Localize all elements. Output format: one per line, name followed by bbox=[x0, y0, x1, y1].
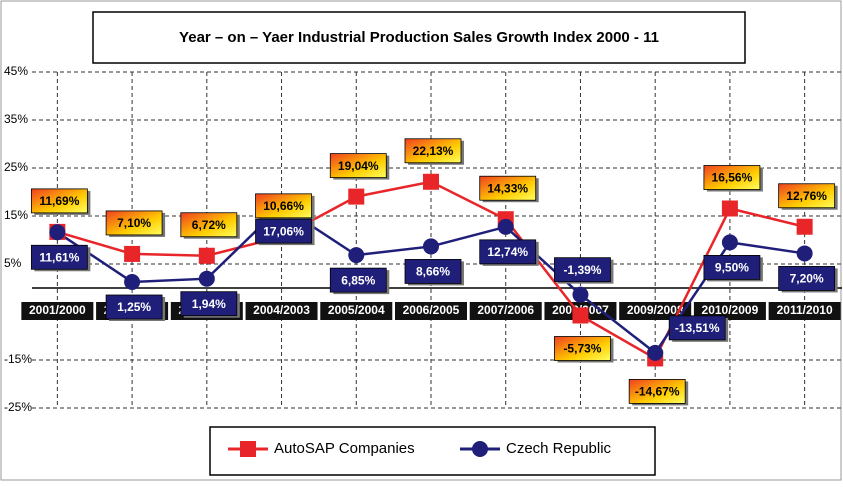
value-label: -5,73% bbox=[563, 342, 601, 356]
x-label-bg bbox=[469, 302, 542, 320]
marker bbox=[497, 218, 514, 235]
value-label: 6,85% bbox=[341, 273, 375, 287]
marker bbox=[124, 245, 141, 262]
x-label-bg bbox=[395, 302, 467, 320]
label-box bbox=[105, 210, 163, 236]
label-box bbox=[105, 294, 163, 320]
value-label: -1,39% bbox=[563, 263, 601, 277]
title-box bbox=[92, 11, 746, 64]
x-label-bg bbox=[245, 302, 318, 320]
y-tick-label: -15% bbox=[4, 352, 32, 366]
y-tick-label: -25% bbox=[4, 400, 32, 414]
label-box bbox=[255, 193, 312, 219]
x-label-bg bbox=[768, 302, 841, 320]
value-label: 17,06% bbox=[263, 224, 304, 238]
label-box bbox=[703, 254, 761, 280]
value-label: 11,61% bbox=[39, 250, 79, 264]
chart-title: Year – on – Yaer Industrial Production S… bbox=[179, 29, 659, 46]
x-tick-label: 2006/2005 bbox=[403, 303, 460, 317]
marker bbox=[647, 344, 664, 361]
label-box bbox=[703, 165, 761, 190]
marker bbox=[49, 224, 66, 241]
value-label: -14,67% bbox=[635, 385, 680, 399]
value-label: 12,74% bbox=[487, 245, 528, 259]
y-tick-label: 15% bbox=[4, 208, 28, 222]
y-tick-label: 35% bbox=[4, 112, 28, 126]
value-label: -13,51% bbox=[675, 321, 720, 335]
value-label: 16,56% bbox=[712, 171, 753, 185]
value-label: 1,94% bbox=[192, 297, 226, 311]
marker bbox=[348, 188, 365, 205]
label-box bbox=[628, 379, 686, 404]
label-box bbox=[778, 183, 836, 209]
value-label: 14,33% bbox=[487, 181, 528, 195]
x-tick-label: 2007/2006 bbox=[477, 303, 534, 317]
label-box bbox=[778, 266, 836, 291]
marker bbox=[721, 200, 738, 217]
marker bbox=[572, 307, 589, 324]
marker bbox=[198, 270, 215, 287]
label-box bbox=[180, 291, 238, 317]
label-box bbox=[404, 138, 462, 164]
label-box bbox=[329, 153, 387, 179]
marker bbox=[423, 238, 439, 255]
y-tick-label: 5% bbox=[4, 256, 22, 270]
marker bbox=[721, 234, 738, 251]
marker bbox=[198, 247, 215, 264]
x-tick-label: 2001/2000 bbox=[29, 303, 86, 317]
marker bbox=[796, 245, 813, 262]
x-tick-label: 2009/2008 bbox=[627, 303, 684, 317]
marker bbox=[796, 218, 813, 235]
legend-label: AutoSAP Companies bbox=[274, 440, 415, 457]
x-tick-label: 2005/2004 bbox=[328, 303, 385, 317]
legend-box bbox=[209, 426, 656, 476]
label-box bbox=[554, 336, 611, 361]
legend-marker bbox=[472, 441, 488, 457]
marker bbox=[124, 274, 141, 290]
marker bbox=[572, 286, 589, 303]
marker bbox=[423, 173, 439, 190]
value-label: 11,69% bbox=[39, 194, 79, 208]
value-label: 22,13% bbox=[413, 144, 454, 158]
y-tick-label: 25% bbox=[4, 160, 28, 174]
marker bbox=[348, 247, 365, 264]
label-box bbox=[479, 175, 537, 201]
value-label: 9,50% bbox=[715, 261, 749, 275]
legend-marker bbox=[240, 441, 256, 457]
x-tick-label: 2010/2009 bbox=[702, 303, 759, 317]
label-box bbox=[404, 259, 462, 284]
value-label: 10,66% bbox=[263, 199, 304, 213]
label-box bbox=[30, 188, 88, 214]
x-tick-label: 2011/2010 bbox=[777, 303, 833, 317]
x-label-bg bbox=[21, 302, 94, 320]
value-label: 19,04% bbox=[338, 159, 379, 173]
legend-label: Czech Republic bbox=[506, 440, 612, 457]
x-tick-label: 2004/2003 bbox=[253, 303, 310, 317]
value-label: 1,25% bbox=[117, 300, 151, 314]
x-label-bg bbox=[320, 302, 393, 320]
label-box bbox=[30, 244, 88, 270]
label-box bbox=[668, 315, 726, 341]
value-label: 7,20% bbox=[790, 272, 824, 286]
value-label: 12,76% bbox=[786, 189, 827, 203]
label-box bbox=[554, 257, 611, 283]
label-box bbox=[479, 239, 537, 265]
value-label: 6,72% bbox=[192, 218, 226, 232]
value-label: 8,66% bbox=[416, 265, 450, 279]
label-box bbox=[329, 267, 387, 293]
label-box bbox=[255, 218, 312, 244]
label-box bbox=[180, 212, 238, 238]
value-label: 7,10% bbox=[117, 216, 151, 230]
y-tick-label: 45% bbox=[4, 64, 28, 78]
